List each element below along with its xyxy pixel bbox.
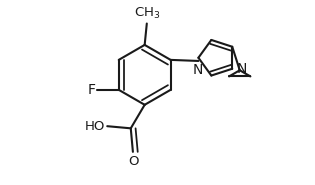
Text: N: N: [237, 62, 247, 76]
Text: CH$_3$: CH$_3$: [134, 6, 160, 21]
Text: HO: HO: [85, 120, 105, 133]
Text: F: F: [87, 83, 95, 97]
Text: N: N: [192, 63, 203, 77]
Text: O: O: [129, 154, 139, 168]
